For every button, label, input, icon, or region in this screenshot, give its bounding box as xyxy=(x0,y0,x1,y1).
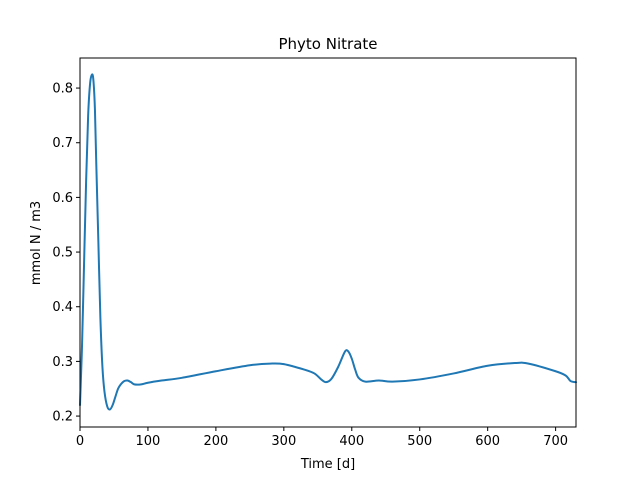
axes-frame xyxy=(79,57,577,428)
x-tick-label: 400 xyxy=(339,434,364,449)
y-axis-label: mmol N / m3 xyxy=(29,201,44,285)
y-tick-label: 0.7 xyxy=(52,136,73,151)
y-tick-label: 0.3 xyxy=(52,355,73,370)
x-tick-label: 100 xyxy=(136,434,161,449)
plot-area xyxy=(79,57,577,428)
x-tick-label: 200 xyxy=(203,434,228,449)
x-tick-label: 500 xyxy=(407,434,432,449)
y-tick-label: 0.5 xyxy=(52,246,73,261)
x-tick-label: 600 xyxy=(475,434,500,449)
series-line xyxy=(79,73,577,411)
x-tick-label: 0 xyxy=(76,434,84,449)
y-tick-label: 0.2 xyxy=(52,410,73,425)
x-tick-label: 300 xyxy=(271,434,296,449)
y-tick-label: 0.4 xyxy=(52,300,73,315)
x-axis-label: Time [d] xyxy=(300,457,355,472)
x-axis-ticks: 0 100 200 300 400 500 600 700 xyxy=(76,427,568,449)
y-tick-label: 0.6 xyxy=(52,191,73,206)
y-axis-ticks: 0.2 0.3 0.4 0.5 0.6 0.7 0.8 xyxy=(52,82,80,425)
y-tick-label: 0.8 xyxy=(52,82,73,97)
x-tick-label: 700 xyxy=(543,434,568,449)
chart-title: Phyto Nitrate xyxy=(279,35,378,53)
